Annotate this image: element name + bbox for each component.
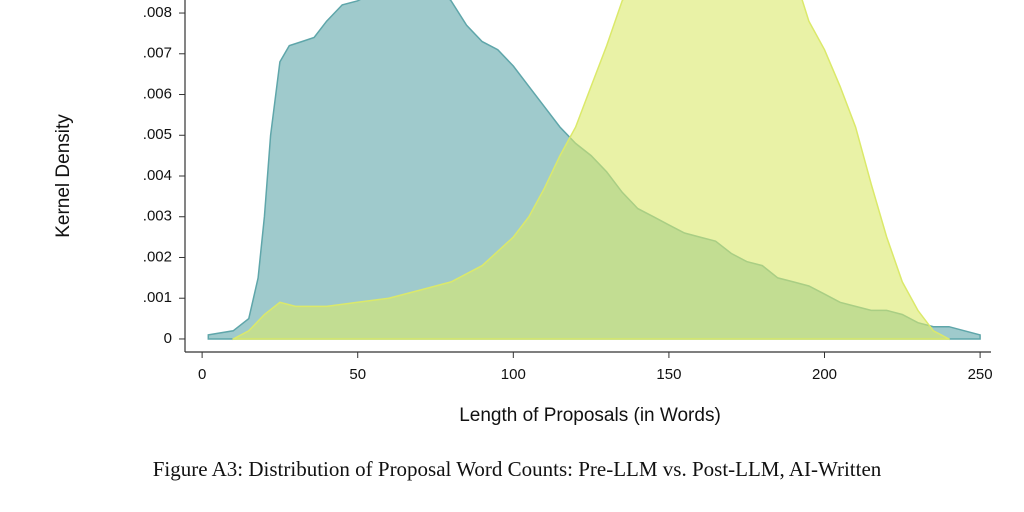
y-tick-label: 0 bbox=[164, 330, 172, 347]
x-axis-title: Length of Proposals (in Words) bbox=[459, 405, 721, 426]
x-tick-label: 0 bbox=[198, 366, 206, 383]
x-tick-label: 150 bbox=[656, 366, 681, 383]
x-tick-label: 200 bbox=[812, 366, 837, 383]
y-tick-label: .003 bbox=[143, 208, 172, 225]
y-tick-label: .001 bbox=[143, 289, 172, 306]
plot-area bbox=[207, 0, 981, 341]
y-axis-title: Kernel Density bbox=[53, 114, 74, 238]
y-tick-label: .007 bbox=[143, 45, 172, 62]
y-tick-label: .008 bbox=[143, 4, 172, 21]
y-tick-label: .006 bbox=[143, 85, 172, 102]
x-tick-label: 50 bbox=[349, 366, 366, 383]
y-tick-label: .004 bbox=[143, 167, 172, 184]
y-tick-label: .002 bbox=[143, 248, 172, 265]
caption: Figure A3: Distribution of Proposal Word… bbox=[153, 457, 882, 481]
density-area bbox=[232, 0, 950, 341]
x-tick-label: 250 bbox=[968, 366, 993, 383]
y-tick-label: .005 bbox=[143, 126, 172, 143]
x-tick-label: 100 bbox=[501, 366, 526, 383]
